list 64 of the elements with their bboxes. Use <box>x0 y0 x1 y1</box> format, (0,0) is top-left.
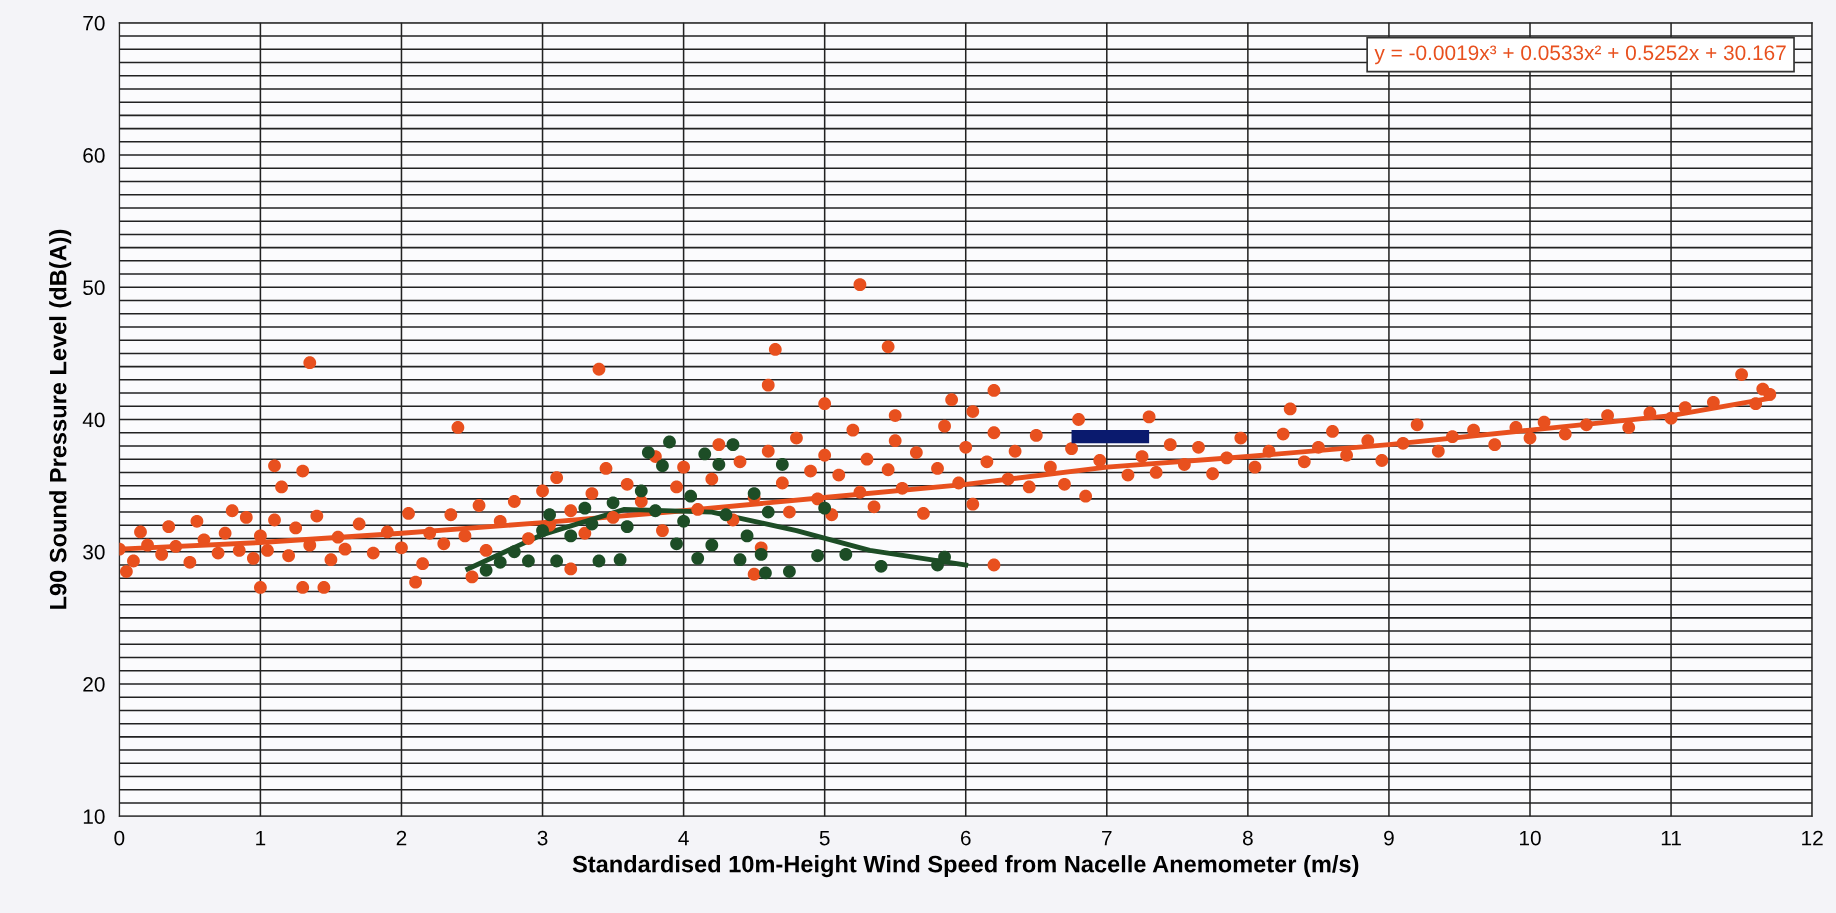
x-tick-label: 4 <box>678 830 689 846</box>
point <box>783 565 796 578</box>
point <box>759 566 772 580</box>
y-tick-label: 60 <box>83 148 105 163</box>
point <box>726 438 740 452</box>
y-tick-label: 20 <box>83 676 105 692</box>
x-tick-label: 0 <box>114 830 125 846</box>
x-tick-label: 8 <box>1242 830 1253 846</box>
point <box>719 508 733 522</box>
point <box>698 447 712 461</box>
x-tick-label: 6 <box>961 830 971 846</box>
point <box>712 458 726 471</box>
point <box>522 554 535 568</box>
annotation: y = -0.0019x³ + 0.0533x² + 0.5252x + 30.167 <box>1374 45 1786 65</box>
point <box>656 459 669 473</box>
point <box>634 484 648 498</box>
x-axis-title: Standardised 10m-Height Wind Speed from Nacelle Anemometer (m/s) <box>572 855 1359 878</box>
point <box>747 487 761 500</box>
y-tick-label: 10 <box>83 809 105 824</box>
point <box>733 553 747 567</box>
point <box>536 524 549 537</box>
point <box>620 520 634 534</box>
x-tick-label: 2 <box>396 830 407 846</box>
point <box>740 529 754 543</box>
point <box>705 538 719 552</box>
point <box>543 508 556 522</box>
point <box>775 458 789 471</box>
x-tick-label: 10 <box>1520 830 1541 846</box>
x-tick-label: 1 <box>256 830 266 846</box>
y-axis-title: L90 Sound Pressure Level (dB(A)) <box>49 229 72 609</box>
point <box>564 529 578 543</box>
y-tick-label: 40 <box>82 412 105 428</box>
point <box>648 504 662 518</box>
x-tick-label: 5 <box>819 830 830 846</box>
point <box>613 553 627 567</box>
point <box>754 548 768 561</box>
x-tick-label: 11 <box>1661 830 1681 846</box>
point <box>507 545 521 559</box>
point <box>931 558 944 572</box>
point <box>874 559 888 573</box>
point <box>592 554 606 568</box>
y-tick-label: 70 <box>83 15 105 31</box>
point <box>479 563 493 577</box>
point <box>585 517 599 531</box>
point <box>811 549 825 563</box>
y-tick-label: 50 <box>83 280 105 296</box>
x-tick-label: 7 <box>1102 830 1112 846</box>
point <box>670 537 683 551</box>
point <box>606 496 620 510</box>
point <box>578 501 592 515</box>
point <box>839 548 853 561</box>
point <box>677 514 691 528</box>
point <box>663 435 676 449</box>
y-tick-label: 30 <box>83 544 105 560</box>
point <box>493 555 507 569</box>
point <box>818 501 832 515</box>
point <box>550 554 564 568</box>
point <box>641 446 655 459</box>
point <box>691 551 705 565</box>
point <box>761 505 775 519</box>
x-tick-label: 12 <box>1802 830 1823 846</box>
x-tick-label: 3 <box>537 830 548 846</box>
x-tick-label: 9 <box>1384 830 1394 846</box>
point <box>684 489 698 503</box>
